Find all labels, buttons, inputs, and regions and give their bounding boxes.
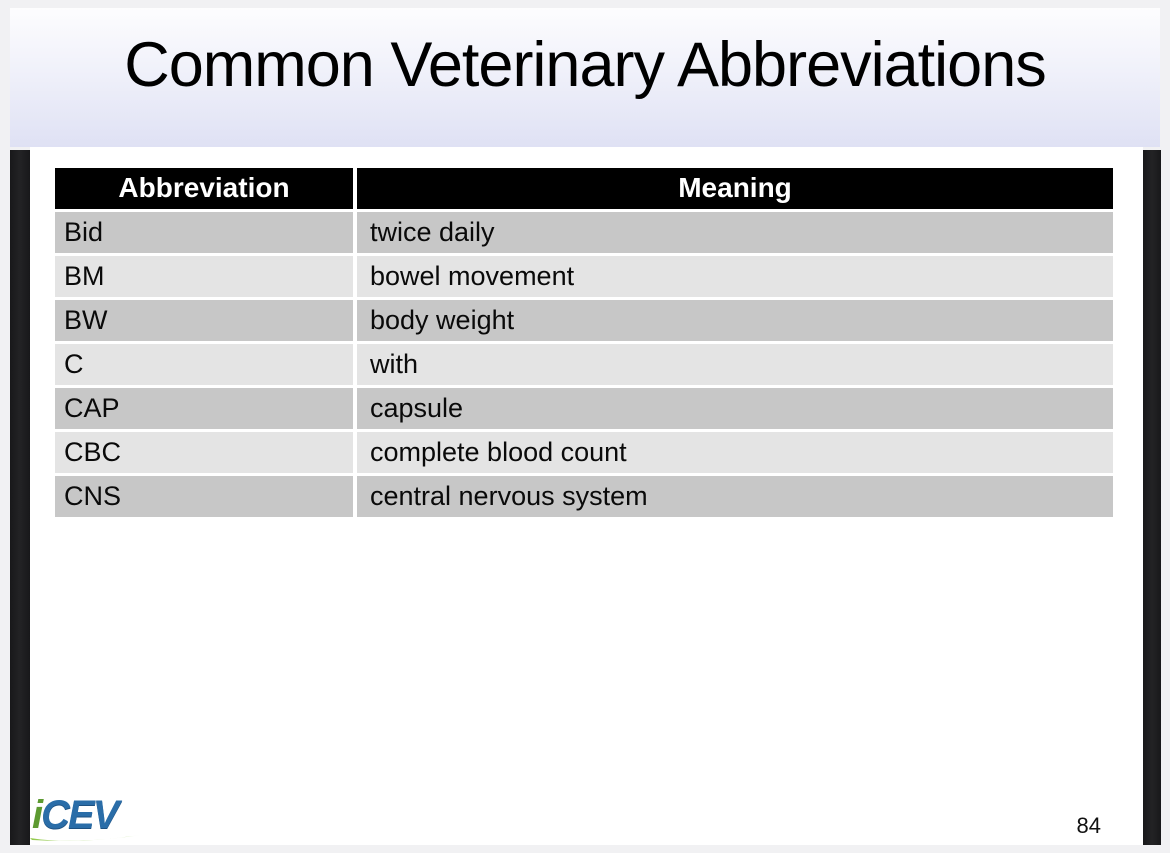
table-row: Bid twice daily [55,210,1113,254]
table-row: CAP capsule [55,386,1113,430]
abbreviation-cell: BW [55,298,357,342]
meaning-column-header: Meaning [355,168,1113,210]
abbreviation-table: Abbreviation Meaning Bid twice daily BM … [55,168,1113,520]
letterbox-left-bar [10,150,30,845]
meaning-cell: twice daily [355,210,1113,254]
abbreviation-column-header: Abbreviation [55,168,357,210]
table-header-row: Abbreviation Meaning [55,168,1113,210]
abbreviation-cell: BM [55,254,357,298]
page-title: Common Veterinary Abbreviations [124,29,1046,100]
slide-content: Abbreviation Meaning Bid twice daily BM … [30,147,1143,845]
letterbox-right-bar [1143,150,1161,845]
table-row: C with [55,342,1113,386]
title-band: Common Veterinary Abbreviations [10,8,1160,147]
table-row: BW body weight [55,298,1113,342]
table-row: CBC complete blood count [55,430,1113,474]
page-number: 84 [1076,813,1101,838]
meaning-cell: central nervous system [355,474,1113,518]
icev-logo: iCEV [28,793,148,843]
meaning-cell: with [355,342,1113,386]
abbreviation-cell: CAP [55,386,357,430]
abbreviation-cell: CNS [55,474,357,518]
logo-swoosh-icon [30,835,140,841]
meaning-cell: capsule [355,386,1113,430]
abbreviation-cell: Bid [55,210,357,254]
abbreviation-cell: C [55,342,357,386]
meaning-cell: bowel movement [355,254,1113,298]
meaning-cell: body weight [355,298,1113,342]
meaning-cell: complete blood count [355,430,1113,474]
abbreviation-cell: CBC [55,430,357,474]
icev-logo-text: iCEV [32,793,119,837]
table-row: BM bowel movement [55,254,1113,298]
table-row: CNS central nervous system [55,474,1113,518]
